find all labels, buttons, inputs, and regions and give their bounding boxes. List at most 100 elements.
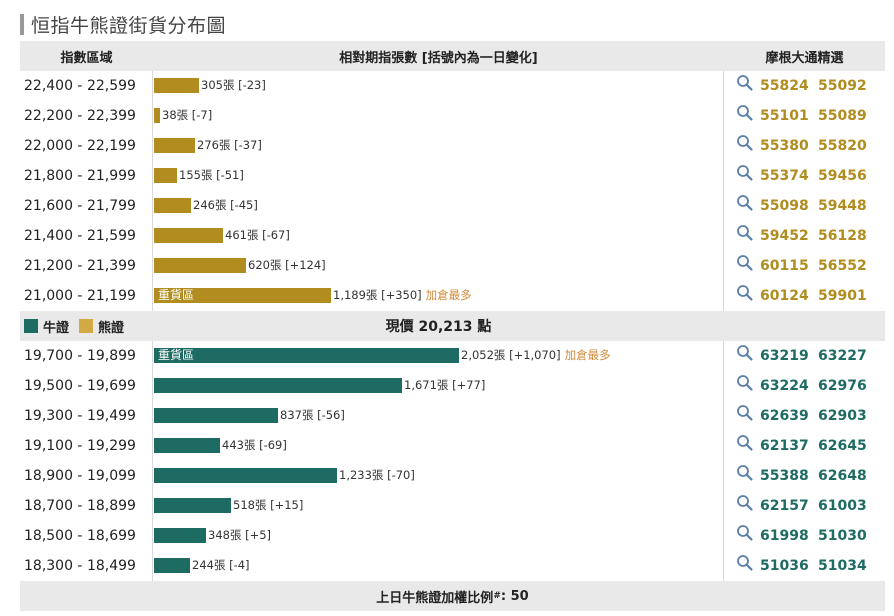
bear-bar: 重貨區 xyxy=(154,288,331,303)
picks-cell: 62157 61003 xyxy=(724,491,885,521)
warrant-code-link[interactable]: 61998 xyxy=(760,528,809,544)
warrant-code-link[interactable]: 63224 xyxy=(760,378,809,394)
search-icon[interactable] xyxy=(736,524,754,542)
picks-cell: 62639 62903 xyxy=(724,401,885,431)
range-cell: 19,300 - 19,499 xyxy=(20,401,153,431)
warrant-code-link[interactable]: 62157 xyxy=(760,498,809,514)
warrant-code-link[interactable]: 60115 xyxy=(760,258,809,274)
warrant-code-link[interactable]: 55098 xyxy=(760,198,809,214)
warrant-code-link[interactable]: 59901 xyxy=(818,288,867,304)
bar-value-text: 518張 [+15] xyxy=(233,498,304,512)
table-row: 19,300 - 19,499 837張 [-56] 62639 62903 xyxy=(20,401,885,431)
search-icon[interactable] xyxy=(736,194,754,212)
footer-sup: # xyxy=(493,591,501,601)
table-row: 21,000 - 21,199 重貨區 1,189張 [+350] 加倉最多 60124… xyxy=(20,281,885,311)
table-row: 18,300 - 18,499 244張 [-4] 51036 51034 xyxy=(20,551,885,581)
warrant-code-link[interactable]: 62976 xyxy=(818,378,867,394)
search-icon[interactable] xyxy=(736,164,754,182)
warrant-code-link[interactable]: 62645 xyxy=(818,438,867,454)
bar-value-text: 244張 [-4] xyxy=(192,558,250,572)
bar-cell: 276張 [-37] xyxy=(153,131,724,161)
current-price: 現價 20,213 點 xyxy=(385,319,492,335)
search-icon[interactable] xyxy=(736,344,754,362)
bull-bar: 重貨區 xyxy=(154,348,459,363)
bar-label: 305張 [-23] xyxy=(201,78,266,93)
table-row: 19,500 - 19,699 1,671張 [+77] 63224 62976 xyxy=(20,371,885,401)
warrant-code-link[interactable]: 55820 xyxy=(818,138,867,154)
bar-label: 837張 [-56] xyxy=(280,408,345,423)
bar-cell: 443張 [-69] xyxy=(153,431,724,461)
search-icon[interactable] xyxy=(736,554,754,572)
warrant-code-link[interactable]: 62639 xyxy=(760,408,809,424)
warrant-code-link[interactable]: 63219 xyxy=(760,348,809,364)
bear-bar xyxy=(154,78,199,93)
search-icon[interactable] xyxy=(736,434,754,452)
title-accent-bar xyxy=(20,13,24,35)
search-icon[interactable] xyxy=(736,74,754,92)
table-row: 18,700 - 18,899 518張 [+15] 62157 61003 xyxy=(20,491,885,521)
warrant-code-link[interactable]: 56128 xyxy=(818,228,867,244)
warrant-code-link[interactable]: 51030 xyxy=(818,528,867,544)
bar-cell: 155張 [-51] xyxy=(153,161,724,191)
warrant-code-link[interactable]: 61003 xyxy=(818,498,867,514)
bull-rows: 19,700 - 19,899 重貨區 2,052張 [+1,070] 加倉最多 632… xyxy=(20,341,885,581)
heavy-zone-label: 重貨區 xyxy=(158,348,195,362)
bar-label: 38張 [-7] xyxy=(162,108,212,123)
bar-value-text: 246張 [-45] xyxy=(193,198,258,212)
search-icon[interactable] xyxy=(736,224,754,242)
table-row: 21,400 - 21,599 461張 [-67] 59452 56128 xyxy=(20,221,885,251)
warrant-code-link[interactable]: 55388 xyxy=(760,468,809,484)
warrant-code-link[interactable]: 63227 xyxy=(818,348,867,364)
warrant-code-link[interactable]: 59448 xyxy=(818,198,867,214)
bar-label: 246張 [-45] xyxy=(193,198,258,213)
bar-cell: 重貨區 1,189張 [+350] 加倉最多 xyxy=(153,281,724,311)
search-icon[interactable] xyxy=(736,494,754,512)
warrant-code-link[interactable]: 56552 xyxy=(818,258,867,274)
warrant-code-link[interactable]: 51036 xyxy=(760,558,809,574)
range-cell: 18,500 - 18,699 xyxy=(20,521,153,551)
bar-value-text: 1,233張 [-70] xyxy=(339,468,415,482)
bull-bar xyxy=(154,558,190,573)
warrant-code-link[interactable]: 55824 xyxy=(760,78,809,94)
bull-swatch xyxy=(24,319,38,333)
picks-cell: 55388 62648 xyxy=(724,461,885,491)
distribution-table: 指數區域 相對期指張數 [括號內為一日變化] 摩根大通精選 22,400 - 2… xyxy=(20,41,885,611)
search-icon[interactable] xyxy=(736,104,754,122)
bull-bar xyxy=(154,468,337,483)
warrant-code-link[interactable]: 60124 xyxy=(760,288,809,304)
warrant-code-link[interactable]: 55089 xyxy=(818,108,867,124)
bar-value-text: 620張 [+124] xyxy=(248,258,326,272)
bear-rows: 22,400 - 22,599 305張 [-23] 55824 55092 22,20… xyxy=(20,71,885,311)
warrant-code-link[interactable]: 55092 xyxy=(818,78,867,94)
warrant-code-link[interactable]: 55380 xyxy=(760,138,809,154)
warrant-code-link[interactable]: 62137 xyxy=(760,438,809,454)
range-cell: 21,200 - 21,399 xyxy=(20,251,153,281)
table-row: 19,700 - 19,899 重貨區 2,052張 [+1,070] 加倉最多 632… xyxy=(20,341,885,371)
search-icon[interactable] xyxy=(736,464,754,482)
footer-label: 上日牛熊證加權比例 xyxy=(376,590,494,606)
search-icon[interactable] xyxy=(736,254,754,272)
warrant-code-link[interactable]: 62648 xyxy=(818,468,867,484)
bar-value-text: 38張 [-7] xyxy=(162,108,213,122)
warrant-code-link[interactable]: 59456 xyxy=(818,168,867,184)
bear-bar xyxy=(154,198,191,213)
bar-label: 244張 [-4] xyxy=(192,558,250,573)
warrant-code-link[interactable]: 62903 xyxy=(818,408,867,424)
search-icon[interactable] xyxy=(736,404,754,422)
footer-ratio: 上日牛熊證加權比例 #: 50 xyxy=(20,581,885,611)
search-icon[interactable] xyxy=(736,134,754,152)
warrant-code-link[interactable]: 55374 xyxy=(760,168,809,184)
picks-cell: 61998 51030 xyxy=(724,521,885,551)
warrant-code-link[interactable]: 51034 xyxy=(818,558,867,574)
search-icon[interactable] xyxy=(736,374,754,392)
search-icon[interactable] xyxy=(736,284,754,302)
bear-bar xyxy=(154,138,195,153)
picks-cell: 63224 62976 xyxy=(724,371,885,401)
range-cell: 19,700 - 19,899 xyxy=(20,341,153,371)
bar-value-text: 348張 [+5] xyxy=(208,528,272,542)
warrant-code-link[interactable]: 59452 xyxy=(760,228,809,244)
bar-label: 443張 [-69] xyxy=(222,438,287,453)
range-cell: 18,300 - 18,499 xyxy=(20,551,153,581)
warrant-code-link[interactable]: 55101 xyxy=(760,108,809,124)
current-price-spacer xyxy=(724,311,885,341)
